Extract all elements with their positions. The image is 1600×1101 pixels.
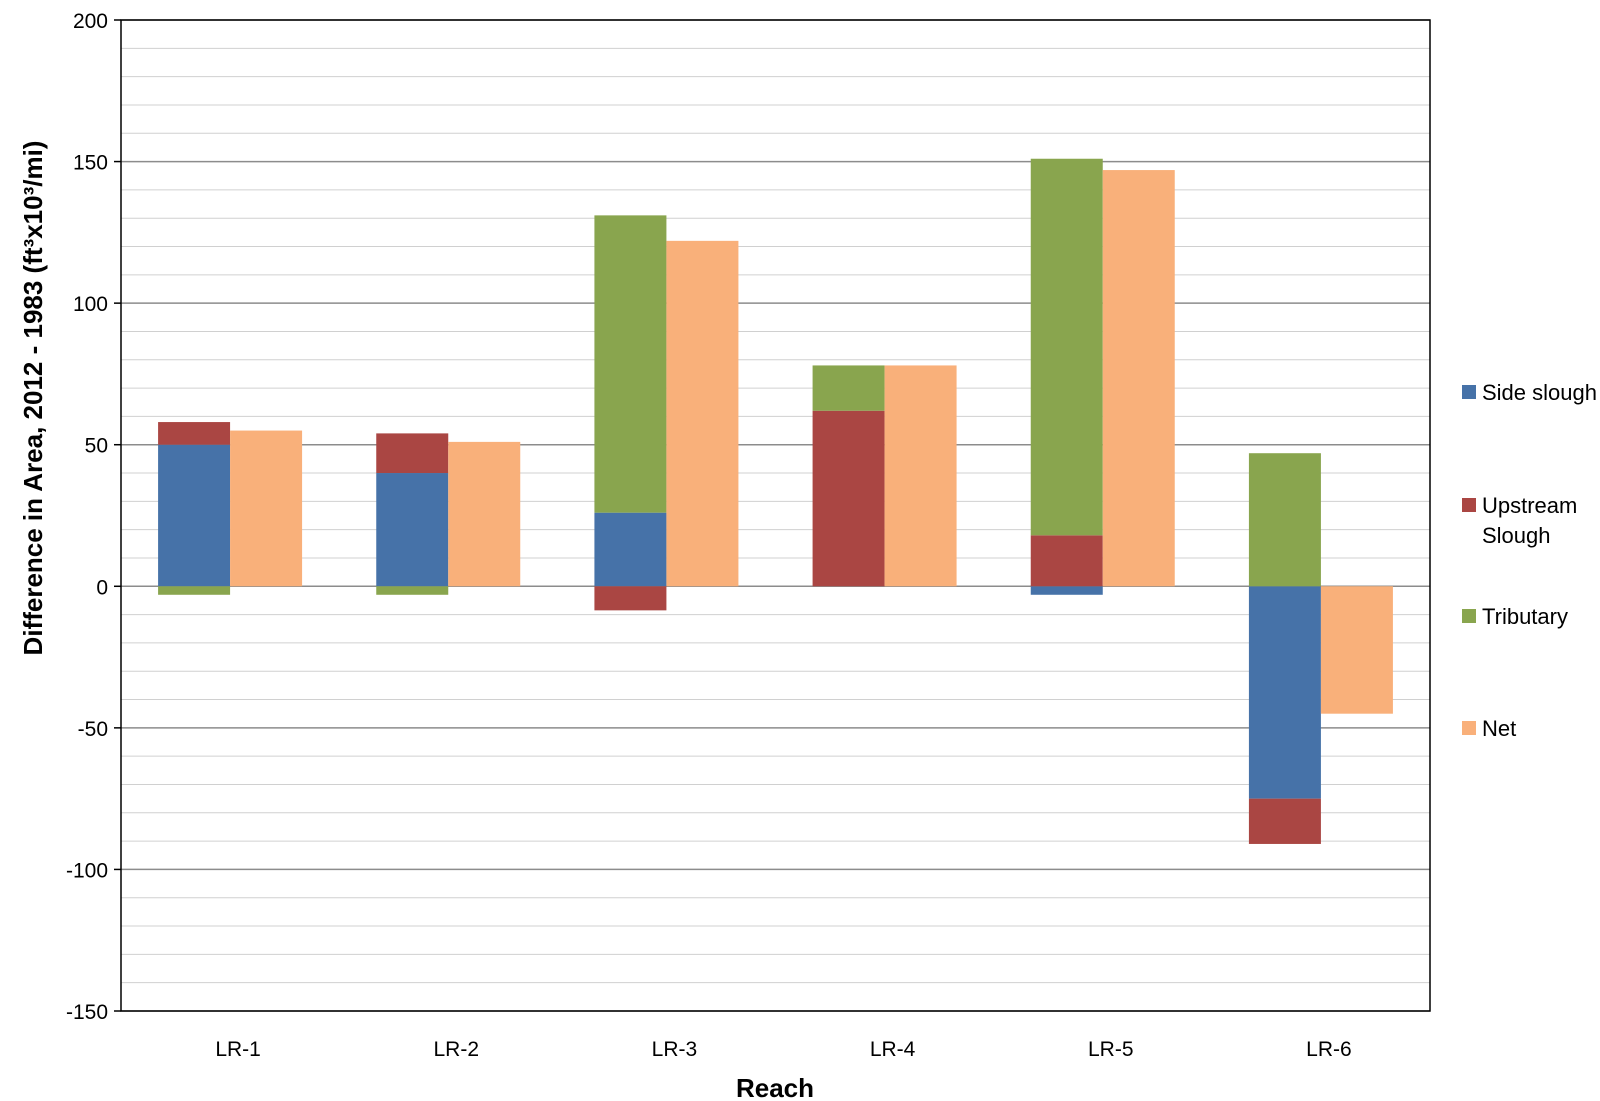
legend-swatch [1462, 385, 1476, 399]
bar-upstream-slough-lr-5 [1030, 535, 1103, 587]
bar-net-lr-6 [1320, 586, 1393, 714]
legend-label: Side slough [1482, 380, 1597, 405]
legend: Side slough Upstream Slough Tributary Net [1462, 380, 1597, 741]
x-tick-label: LR-5 [1088, 1038, 1134, 1061]
legend-swatch [1462, 498, 1476, 512]
bar-net-lr-5 [1102, 170, 1175, 587]
legend-label: Net [1482, 716, 1516, 741]
x-axis-title: Reach [736, 1073, 814, 1101]
grid-lines [121, 19, 1430, 1012]
bar-side-slough-lr-2 [376, 473, 449, 587]
bar-upstream-slough-lr-1 [158, 422, 231, 445]
x-axis-ticks: LR-1 LR-2 LR-3 LR-4 LR-5 LR-6 [215, 1038, 1351, 1061]
bar-net-lr-2 [448, 441, 521, 587]
y-axis-title: Difference in Area, 2012 - 1983 (ft³x10³… [18, 141, 48, 656]
bar-tributary-lr-3 [594, 215, 667, 513]
bar-tributary-lr-2 [376, 586, 449, 595]
legend-swatch [1462, 721, 1476, 735]
legend-swatch [1462, 609, 1476, 623]
legend-label: Tributary [1482, 604, 1568, 629]
bar-side-slough-lr-6 [1248, 586, 1321, 799]
bar-net-lr-3 [666, 240, 739, 587]
x-tick-label: LR-2 [433, 1038, 479, 1061]
bar-side-slough-lr-3 [594, 512, 667, 587]
bar-side-slough-lr-1 [158, 444, 231, 587]
bar-upstream-slough-lr-3 [594, 586, 667, 611]
x-tick-label: LR-3 [652, 1038, 698, 1061]
x-tick-label: LR-6 [1306, 1038, 1352, 1061]
y-tick-label: 100 [73, 293, 108, 316]
bar-net-lr-4 [884, 365, 957, 587]
y-tick-label: 0 [96, 576, 108, 599]
plot-frame [120, 19, 1431, 1012]
y-axis-ticks: -150 -100 -50 0 50 100 150 200 [66, 10, 121, 1024]
bar-tributary-lr-6 [1248, 453, 1321, 587]
y-tick-label: 200 [73, 10, 108, 33]
y-tick-label: 150 [73, 152, 108, 175]
legend-label: Upstream Slough [1482, 493, 1577, 548]
y-tick-label: -100 [66, 859, 108, 882]
x-tick-label: LR-1 [215, 1038, 261, 1061]
y-tick-label: -150 [66, 1001, 108, 1024]
bar-net-lr-1 [230, 430, 303, 587]
bar-tributary-lr-5 [1030, 158, 1103, 536]
bars-layer [158, 158, 1393, 844]
bar-upstream-slough-lr-6 [1248, 798, 1321, 844]
y-tick-label: -50 [78, 718, 108, 741]
bar-upstream-slough-lr-4 [812, 410, 885, 587]
bar-tributary-lr-4 [812, 365, 885, 411]
x-tick-label: LR-4 [870, 1038, 916, 1061]
bar-tributary-lr-1 [158, 586, 231, 595]
bar-side-slough-lr-5 [1030, 586, 1103, 595]
bar-upstream-slough-lr-2 [376, 433, 449, 474]
y-tick-label: 50 [85, 435, 108, 458]
